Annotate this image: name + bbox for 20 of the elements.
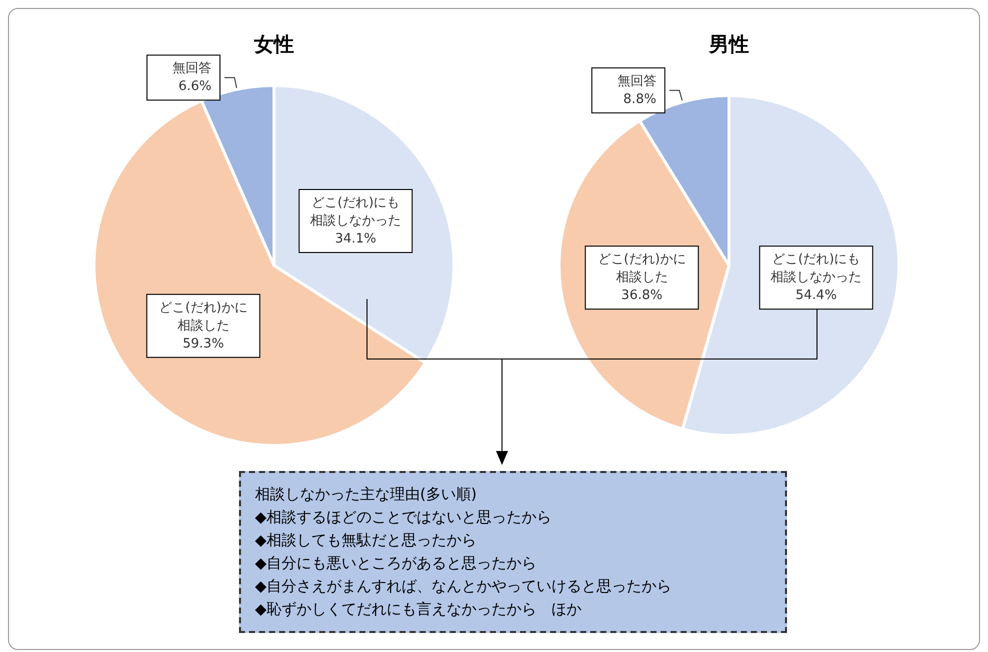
- text: ◆相談しても無駄だと思ったから: [255, 530, 478, 551]
- slice-label: どこ(だれ)かに相談した: [159, 300, 248, 334]
- slice-label: どこ(だれ)にも相談しなかった: [310, 195, 402, 228]
- text: ◆相談するほどのことではないと思ったから: [255, 507, 553, 528]
- slice-label: 無回答: [617, 74, 656, 89]
- text: ◆恥ずかしくてだれにも言えなかったから ほか: [255, 599, 583, 620]
- slice-label: 無回答: [172, 61, 212, 76]
- data-label: 8.8%: [623, 92, 656, 107]
- data-label: 59.3%: [182, 336, 224, 352]
- data-label: 36.8%: [621, 288, 662, 304]
- text: ◆自分にも悪いところがあると思ったから: [255, 553, 538, 574]
- slice-label: どこ(だれ)かに相談した: [598, 252, 686, 286]
- data-label: 54.4%: [796, 288, 837, 304]
- data-label: 6.6%: [178, 79, 212, 94]
- chart-title: 男性: [708, 32, 749, 56]
- chart-title: 女性: [253, 32, 294, 56]
- text: ◆自分さえがまんすれば、なんとかやっていけると思ったから: [255, 576, 673, 597]
- text: 相談しなかった主な理由(多い順): [255, 484, 478, 505]
- slice-label: どこ(だれ)にも相談しなかった: [770, 252, 862, 286]
- data-label: 34.1%: [334, 231, 376, 246]
